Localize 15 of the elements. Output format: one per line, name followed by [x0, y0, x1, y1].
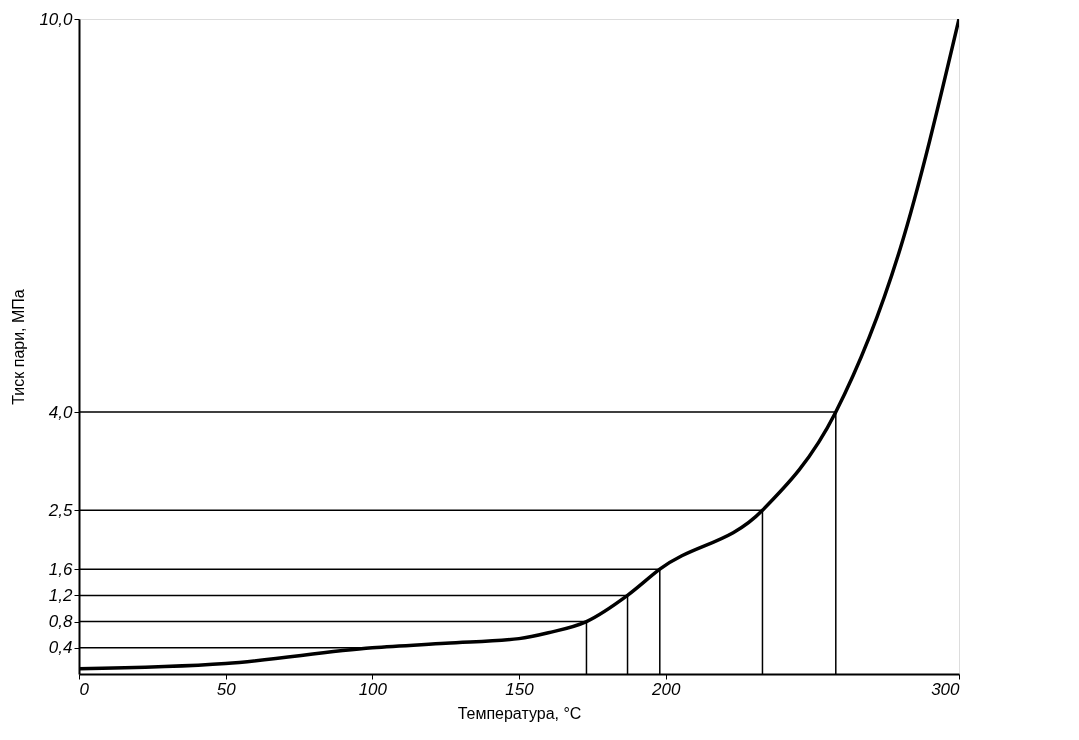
x-tick-label: 300 [931, 679, 961, 699]
y-tick-label: 2,5 [47, 500, 74, 520]
x-tick-label: 100 [358, 679, 388, 699]
x-tick-label: 0 [79, 679, 90, 699]
y-axis-title: Тиск пари, МПа [10, 289, 28, 405]
x-axis-title: Температура, °С [457, 704, 582, 722]
y-tick-label: 0,4 [48, 638, 73, 658]
x-tick-label: 150 [505, 679, 535, 699]
x-tick-label: 200 [650, 679, 681, 699]
y-tick-label: 0,8 [48, 612, 74, 632]
y-tick-label: 1,6 [48, 559, 74, 579]
x-tick-label: 50 [216, 679, 237, 699]
y-tick-label: 1,2 [48, 585, 74, 605]
y-tick-label: 10,0 [39, 9, 74, 29]
y-tick-label: 4,0 [48, 402, 74, 422]
